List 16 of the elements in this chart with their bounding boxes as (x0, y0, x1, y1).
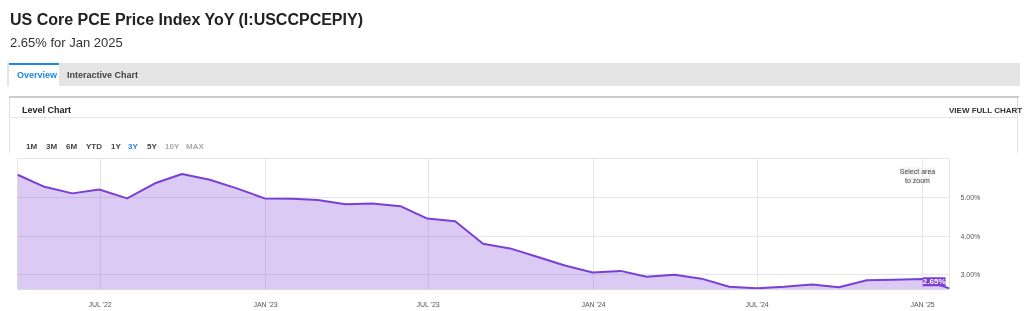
text: 5Y (147, 141, 157, 153)
text: 3M (46, 141, 58, 153)
text: MAX (186, 141, 204, 153)
text: 3Y (128, 141, 138, 153)
text: Level Chart (22, 104, 72, 117)
text: 1M (26, 141, 38, 153)
text: 6M (66, 141, 78, 153)
chart-subtitle: 2.65% for Jan 2025 (10, 34, 123, 52)
text: Interactive Chart (67, 69, 139, 82)
chart-title: US Core PCE Price Index YoY (I:USCCPCEPIY) (10, 10, 363, 30)
text: 1Y (111, 141, 121, 153)
text: 10Y (165, 141, 180, 153)
text: VIEW FULL CHART (949, 105, 1023, 117)
annotation: 2.65% (922, 277, 946, 287)
text: Overview (17, 69, 58, 82)
text: YTD (86, 141, 102, 153)
